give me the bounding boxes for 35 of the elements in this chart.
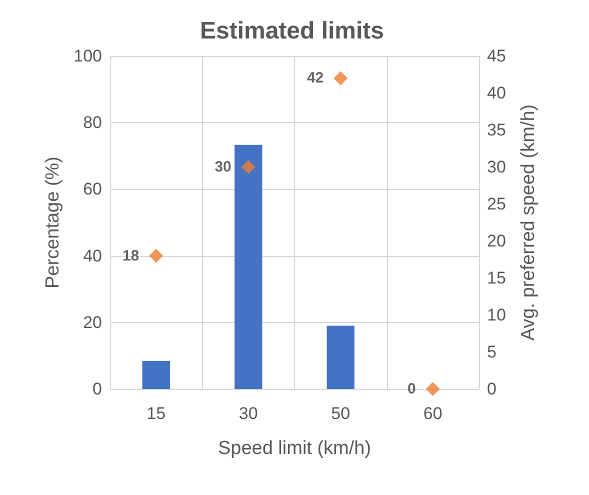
data-label: 0	[408, 380, 416, 398]
x-tick-label: 50	[331, 404, 350, 423]
point	[241, 160, 256, 174]
y-axis-title: Percentage (%)	[42, 156, 64, 289]
point	[426, 382, 440, 396]
x-tick-label: 15	[146, 404, 166, 423]
data-label: 30	[214, 158, 232, 176]
y2-tick-label: 35	[487, 120, 506, 140]
y2-tick-label: 10	[487, 306, 506, 324]
bar	[142, 361, 170, 389]
data-label: 42	[306, 70, 324, 87]
y-tick-label: 20	[83, 312, 102, 332]
y2-tick-label: 25	[487, 194, 506, 214]
y2-tick-label: 40	[487, 84, 506, 102]
y-tick-label: 100	[74, 46, 102, 66]
y-tick-label: 40	[83, 246, 102, 266]
y2-tick-label: 45	[487, 46, 506, 66]
bar	[234, 144, 262, 389]
y-tick-label: 60	[83, 180, 102, 199]
chart-title: Estimated limits	[200, 18, 384, 44]
y2-tick-label: 0	[487, 380, 496, 398]
y2-axis-title: Avg. preferred speed (km/h)	[518, 104, 539, 341]
x-tick-label: 30	[238, 404, 258, 423]
point	[149, 248, 164, 263]
x-tick-label: 60	[423, 404, 442, 423]
point	[334, 71, 348, 86]
data-label: 18	[122, 247, 140, 264]
y-tick-label: 0	[92, 380, 102, 398]
x-axis-title: Speed limit (km/h)	[218, 438, 372, 459]
y2-tick-label: 5	[487, 342, 496, 362]
y2-tick-label: 15	[487, 268, 506, 288]
y-tick-label: 80	[83, 113, 102, 132]
y2-tick-label: 20	[487, 232, 506, 250]
y2-tick-label: 30	[487, 158, 506, 176]
bar	[326, 326, 354, 389]
